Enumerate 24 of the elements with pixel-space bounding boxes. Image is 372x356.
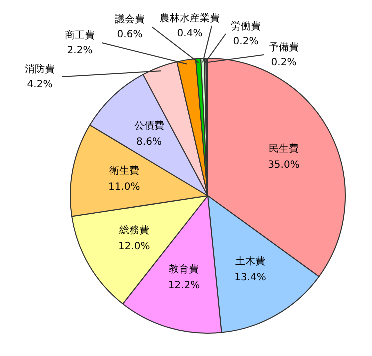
data-label: 12.0% xyxy=(118,242,150,253)
slice-label: 労働費 xyxy=(231,20,261,33)
slice-label: 公債費 xyxy=(134,120,164,132)
data-label: 11.0% xyxy=(108,182,140,194)
slice-label: 民生費 xyxy=(268,142,299,155)
data-label: 8.6% xyxy=(136,136,162,148)
slice-label: 総務費 xyxy=(118,224,150,237)
data-label: 35.0% xyxy=(268,160,300,171)
data-label: 0.6% xyxy=(117,30,143,41)
slice-label: 予備費 xyxy=(269,42,299,54)
slice-label: 教育費 xyxy=(169,263,200,276)
data-label: 4.2% xyxy=(27,80,53,91)
slice-label: 議会費 xyxy=(115,14,145,26)
slice-label: 消防費 xyxy=(25,64,55,76)
data-label: 0.4% xyxy=(177,28,203,40)
data-label: 0.2% xyxy=(233,36,259,48)
data-label: 12.2% xyxy=(168,280,200,292)
slice-label: 商工費 xyxy=(65,30,95,42)
slice-label: 土木費 xyxy=(235,256,266,268)
data-label: 13.4% xyxy=(234,272,266,284)
data-label: 0.2% xyxy=(271,58,297,69)
slice-label: 農林水産業費 xyxy=(160,12,220,25)
slice-label: 衛生費 xyxy=(109,165,140,178)
data-label: 2.2% xyxy=(67,46,93,57)
